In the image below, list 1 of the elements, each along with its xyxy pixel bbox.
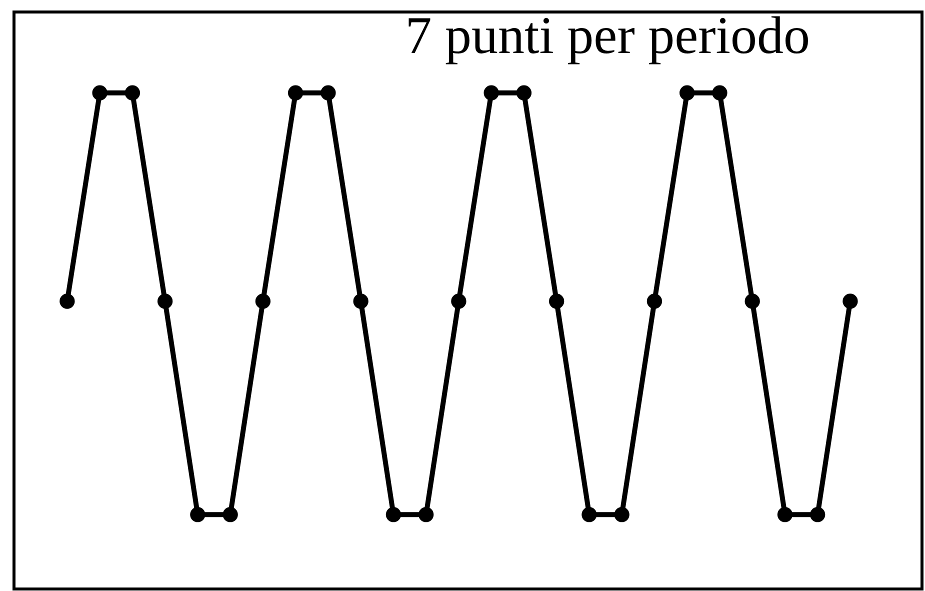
- chart-title: 7 punti per periodo: [405, 7, 810, 65]
